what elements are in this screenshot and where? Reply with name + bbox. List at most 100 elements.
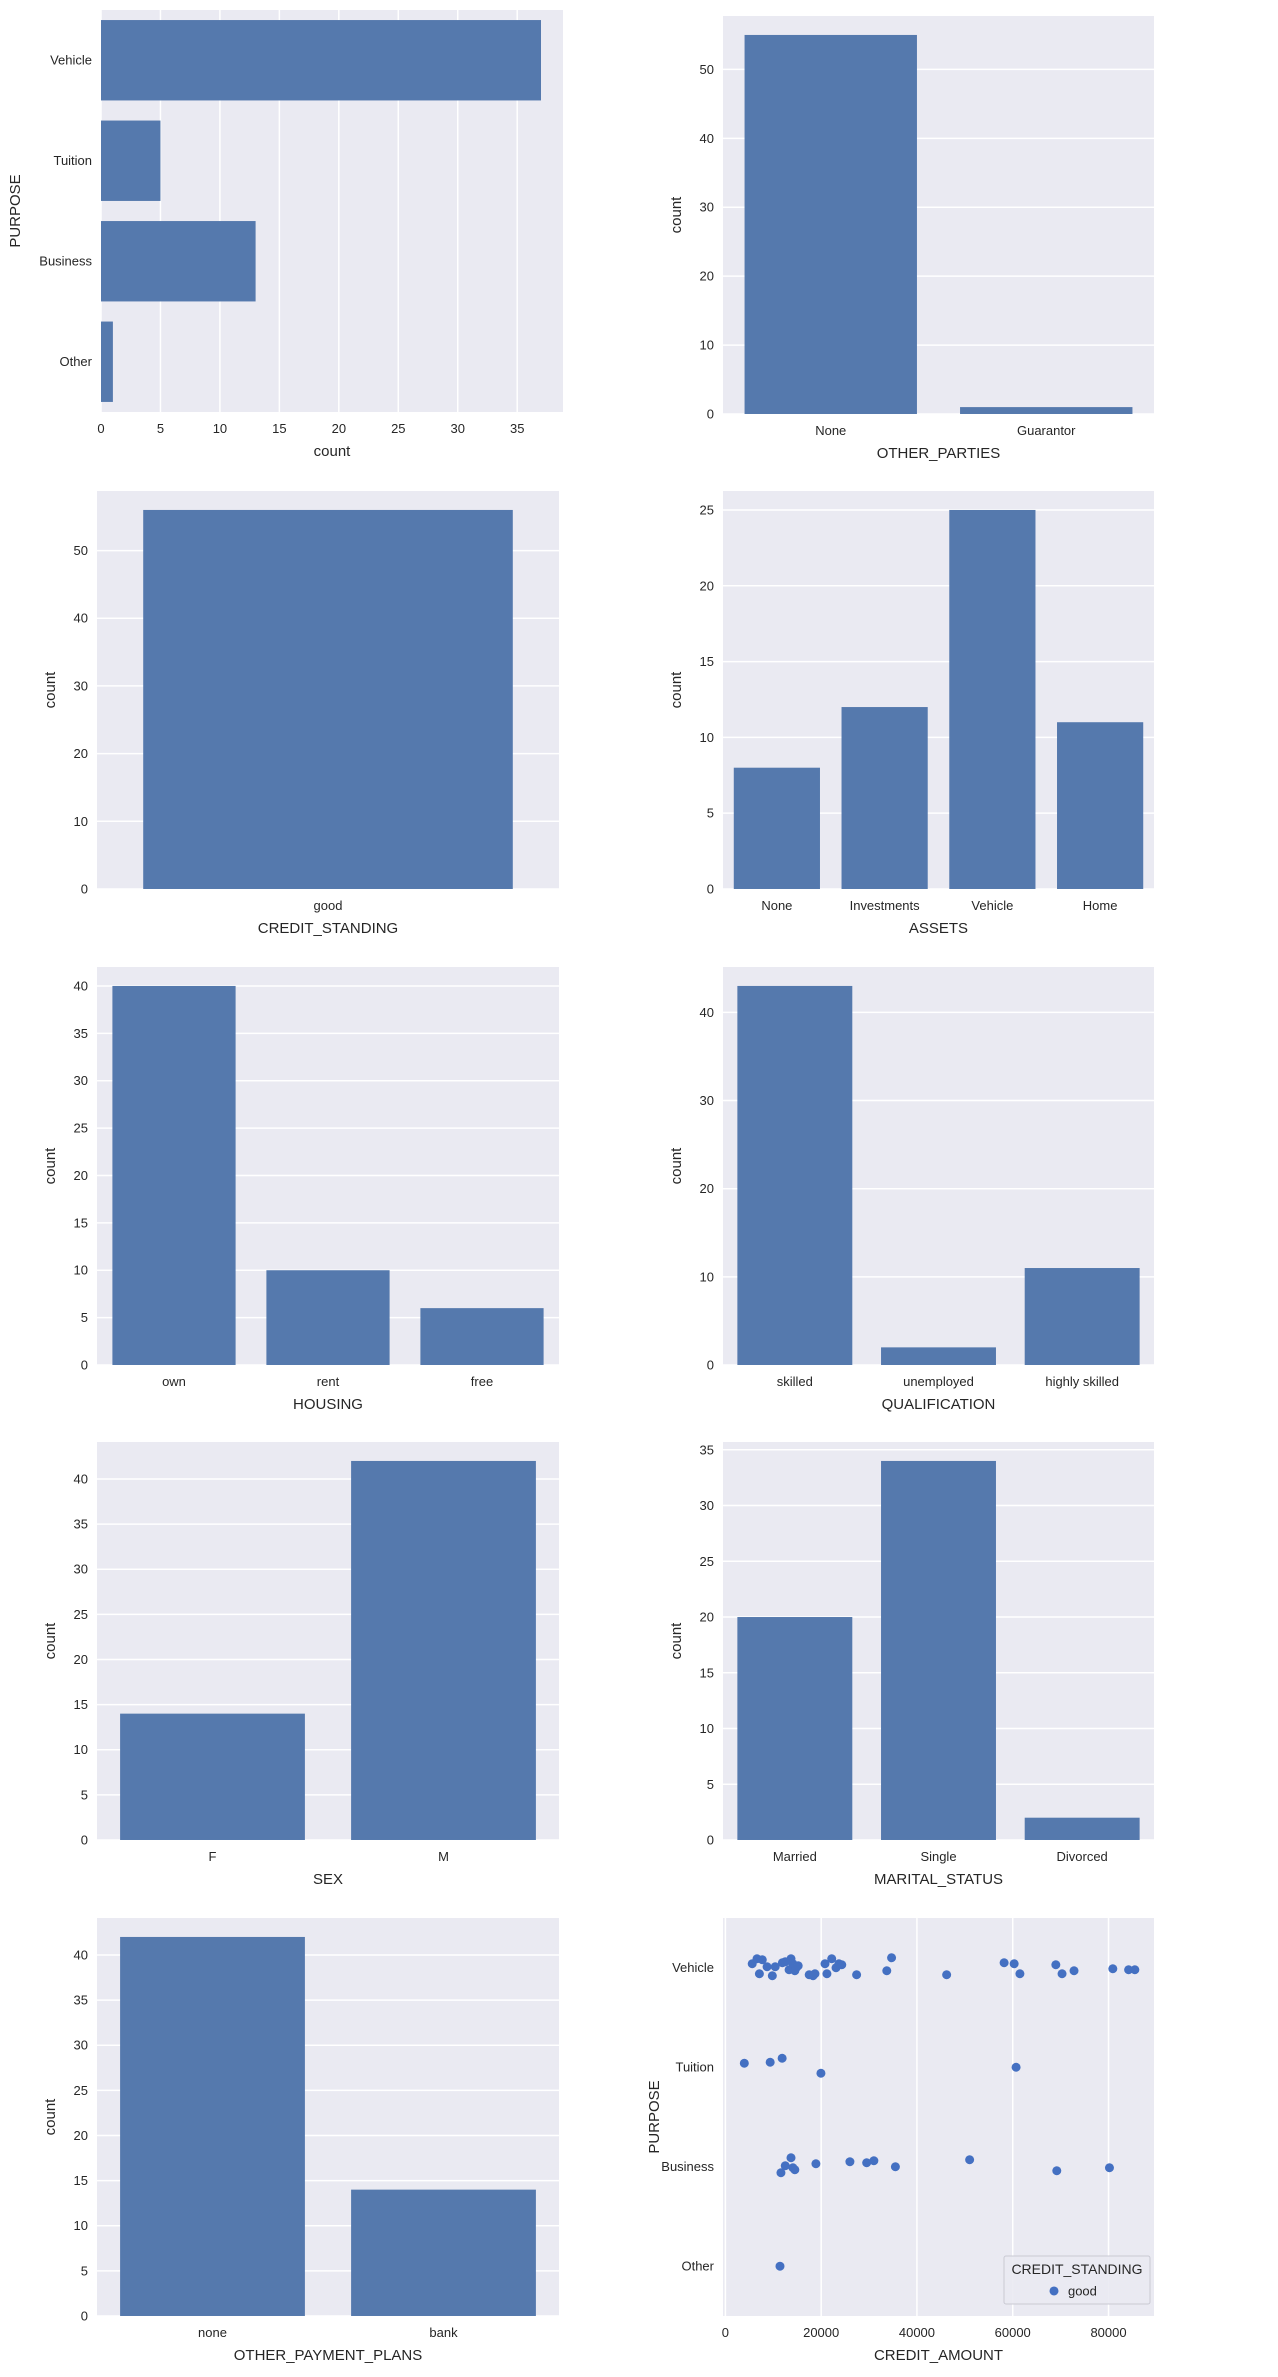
legend-title: CREDIT_STANDING (1011, 2261, 1142, 2277)
x-tick-label: 35 (510, 421, 524, 436)
x-category-label: None (815, 423, 846, 438)
x-category-label: rent (317, 1374, 340, 1389)
x-category-label: Investments (850, 898, 921, 913)
y-tick-label: 40 (74, 1472, 88, 1487)
scatter-point (890, 2161, 900, 2171)
scatter-point (887, 1952, 897, 1962)
x-category-label: Single (920, 1849, 956, 1864)
y-tick-label: 0 (81, 882, 88, 897)
y-tick-label: 20 (700, 579, 714, 594)
y-tick-label: 5 (707, 806, 714, 821)
y-tick-label: 30 (700, 1093, 714, 1108)
y-tick-label: 30 (74, 2037, 88, 2052)
scatter-point (767, 1970, 777, 1980)
y-tick-label: 10 (700, 1269, 714, 1284)
y-tick-label: 40 (74, 1947, 88, 1962)
y-tick-label: 20 (74, 2128, 88, 2143)
scatter-point (820, 1958, 830, 1968)
scatter-point (822, 1968, 832, 1978)
x-tick-label: 0 (722, 2325, 729, 2340)
subplot-purpose-countplot: 0 5 10 15 20 25 30 35 Vehicle Tuition Business Othe… (0, 0, 639, 475)
x-tick-label: 25 (391, 421, 405, 436)
y-axis-label: count (668, 1147, 685, 1184)
y-tick-label: 35 (74, 1517, 88, 1532)
y-tick-label: 30 (74, 679, 88, 694)
y-tick-label: 40 (74, 611, 88, 626)
subplot-credit-amount-scatter: 0 20000 40000 60000 80000 Vehicle Tuition Busin… (639, 1902, 1278, 2377)
y-tick-label: 40 (74, 978, 88, 993)
scatter-point (1051, 1959, 1061, 1969)
scatter-point (770, 1961, 780, 1971)
x-category-label: Married (773, 1849, 817, 1864)
scatter-point (816, 2068, 826, 2078)
x-category-label: M (438, 1849, 449, 1864)
x-category-label: Guarantor (1017, 423, 1076, 438)
scatter-point (739, 2058, 749, 2068)
scatter-point (776, 2167, 786, 2177)
legend-box (1003, 2255, 1151, 2305)
y-tick-label: 25 (74, 1120, 88, 1135)
x-category-label: own (162, 1374, 186, 1389)
y-axis-label: count (42, 671, 59, 708)
scatter-point (793, 1960, 803, 1970)
credit-standing-countplot: 0 10 20 30 40 50 good CREDIT_STANDING count (42, 491, 559, 937)
y-tick-label: 15 (74, 1697, 88, 1712)
x-axis-label: HOUSING (293, 1396, 363, 1413)
y-category-label: Other (682, 2258, 715, 2273)
scatter-point (754, 1968, 764, 1978)
y-axis-label: count (42, 1147, 59, 1184)
y-axis-label: count (668, 671, 685, 708)
y-axis-label: count (668, 196, 685, 233)
y-tick-label: 30 (700, 200, 714, 215)
y-tick-label: 15 (74, 1215, 88, 1230)
x-category-label: highly skilled (1045, 1374, 1119, 1389)
y-tick-label: 50 (700, 62, 714, 77)
x-category-label: bank (429, 2325, 458, 2340)
x-axis-label: count (314, 443, 351, 460)
x-axis-label: OTHER_PARTIES (877, 445, 1001, 462)
purpose-countplot: 0 5 10 15 20 25 30 35 Vehicle Tuition Business Othe… (7, 9, 563, 460)
legend-entry-label: good (1068, 2283, 1097, 2298)
subplot-housing-countplot: 0 5 10 15 20 25 30 35 40 own rent free HOUSING count (0, 951, 639, 1426)
y-tick-label: 10 (74, 814, 88, 829)
scatter-point (765, 2057, 775, 2067)
y-tick-label: 30 (700, 1498, 714, 1513)
marital-status-countplot: 0 5 10 15 20 25 30 35 Married Single Divorced MARIT… (668, 1442, 1154, 1888)
y-tick-label: 10 (700, 338, 714, 353)
scatter-point (775, 2261, 785, 2271)
scatter-point (786, 2152, 796, 2162)
sex-countplot: 0 5 10 15 20 25 30 35 40 F M SEX count (42, 1442, 559, 1888)
scatter-point (837, 1959, 847, 1969)
y-tick-label: 25 (74, 2082, 88, 2097)
bar-Other (101, 321, 113, 402)
bar-None (733, 768, 820, 890)
bar-rent (266, 1270, 390, 1365)
y-tick-label: 10 (74, 2218, 88, 2233)
y-tick-label: 10 (74, 1742, 88, 1757)
y-tick-label: 15 (74, 2173, 88, 2188)
scatter-point (1069, 1965, 1079, 1975)
scatter-point (1108, 1963, 1118, 1973)
bar-M (351, 1461, 536, 1841)
bar-None (744, 34, 917, 414)
y-tick-label: 40 (700, 131, 714, 146)
bar-bank (351, 2189, 536, 2316)
x-category-label: free (471, 1374, 493, 1389)
y-axis-label: PURPOSE (646, 2080, 663, 2153)
y-tick-label: 0 (81, 1833, 88, 1848)
x-category-label: F (209, 1849, 217, 1864)
y-axis-label: count (668, 1622, 685, 1659)
scatter-point (780, 2160, 790, 2170)
bar-Home (1057, 722, 1144, 890)
x-axis-label: SEX (313, 1871, 343, 1888)
x-tick-label: 20000 (803, 2325, 839, 2340)
scatter-point (1009, 1958, 1019, 1968)
legend-marker-icon (1049, 2286, 1059, 2296)
y-tick-label: 20 (700, 1610, 714, 1625)
subplot-sex-countplot: 0 5 10 15 20 25 30 35 40 F M SEX count (0, 1426, 639, 1901)
x-category-label: skilled (777, 1374, 813, 1389)
scatter-point (1052, 2165, 1062, 2175)
y-tick-label: 35 (74, 1026, 88, 1041)
bar-Vehicle (101, 20, 541, 101)
